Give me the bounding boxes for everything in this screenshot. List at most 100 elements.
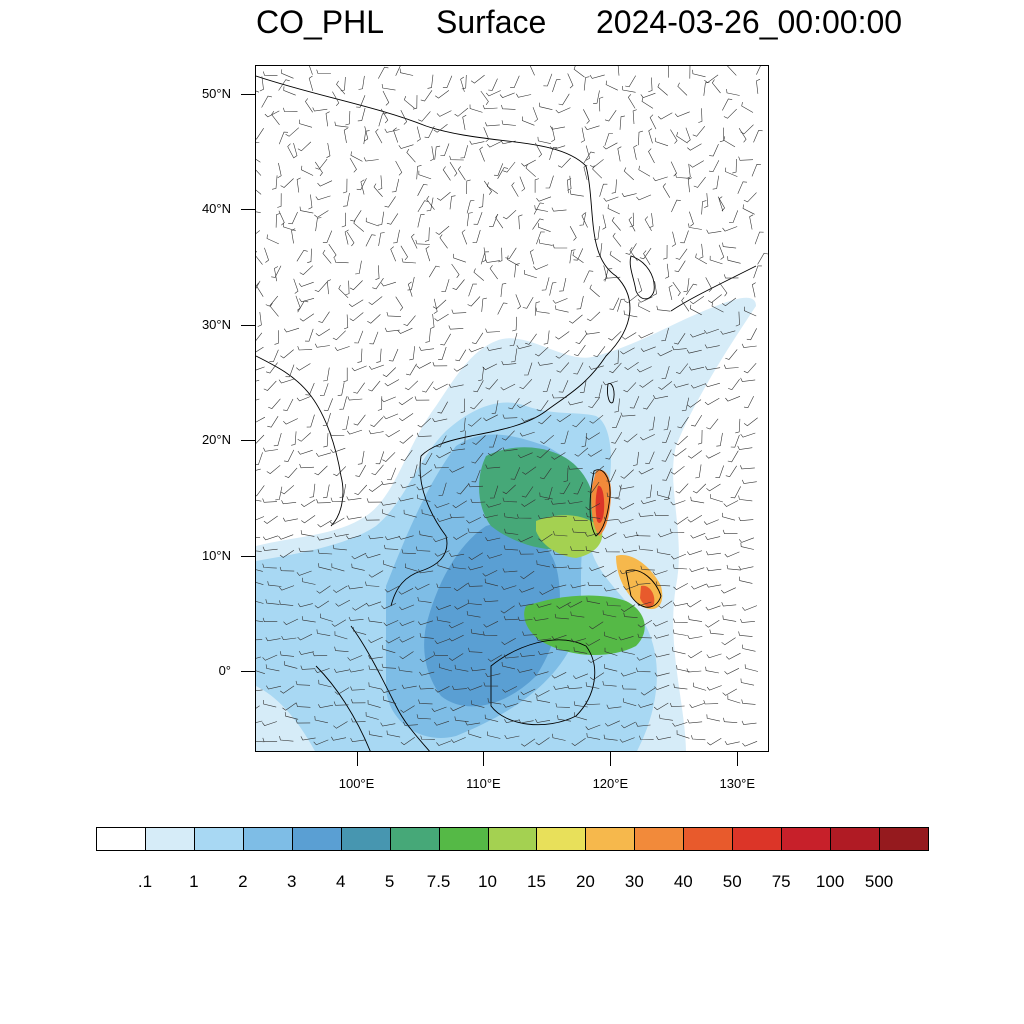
wind-barb (637, 633, 653, 639)
wind-barb (354, 330, 364, 344)
wind-barb (705, 666, 719, 674)
lon-tick-mark (610, 752, 612, 766)
wind-barb (604, 720, 620, 727)
wind-barb (573, 481, 584, 495)
wind-barb (434, 638, 450, 644)
wind-barb (533, 616, 549, 621)
wind-barb (436, 616, 451, 623)
wind-barb (426, 197, 434, 212)
wind-barb (498, 247, 503, 263)
wind-barb (621, 721, 636, 729)
wind-barb (455, 349, 467, 362)
wind-barb (533, 202, 545, 215)
wind-barb (448, 653, 464, 661)
wind-barb (331, 736, 347, 741)
wind-barb (619, 115, 625, 130)
wind-barb (636, 194, 652, 201)
wind-barb (486, 141, 502, 148)
wind-barb (434, 503, 450, 509)
wind-barb (532, 107, 538, 123)
wind-barb (621, 548, 637, 553)
wind-barb (727, 256, 741, 264)
wind-barb (480, 90, 489, 105)
wind-barb (432, 537, 448, 543)
wind-barb (501, 120, 516, 126)
coast-taiwan (607, 383, 615, 404)
wind-barb (316, 585, 331, 594)
wind-barb (604, 110, 617, 122)
wind-barb (386, 213, 399, 225)
wind-barb (450, 446, 466, 451)
wind-barb (297, 346, 313, 351)
wind-barb (295, 719, 311, 724)
wind-barb (467, 296, 481, 307)
wind-barb (689, 160, 704, 168)
wind-barb (668, 284, 673, 300)
wind-barb (521, 116, 535, 126)
wind-barb (470, 399, 483, 410)
wind-barb (690, 533, 706, 539)
wind-barb (657, 532, 673, 538)
wind-barb (655, 137, 669, 147)
wind-barb (439, 663, 453, 672)
wind-barb (313, 739, 329, 746)
wind-barb (256, 452, 263, 465)
wind-barb (521, 738, 536, 747)
wind-barb (500, 605, 515, 614)
wind-barb (537, 361, 553, 366)
wind-barb (468, 647, 483, 653)
wind-barb (448, 634, 464, 642)
wind-barb (646, 484, 653, 499)
wind-barb (671, 345, 687, 351)
wind-barb (632, 109, 637, 125)
wind-barb (510, 348, 518, 363)
wind-barb (673, 333, 686, 345)
wind-barb (418, 685, 434, 690)
wind-barb (441, 279, 450, 292)
wind-barb (681, 397, 690, 412)
plume-hotspot-luzon-core (595, 485, 605, 523)
wind-barb (693, 176, 706, 188)
coast-india-burma (256, 355, 344, 527)
wind-barb (540, 434, 554, 444)
wind-barb (687, 650, 703, 659)
wind-barb (325, 111, 330, 127)
wind-barb (399, 636, 415, 643)
wind-barb (724, 740, 740, 745)
wind-barb (261, 721, 277, 726)
wind-barb (606, 704, 622, 709)
wind-barb (467, 599, 482, 606)
wind-barb (489, 214, 498, 227)
wind-barb (356, 178, 367, 191)
wind-barb (500, 283, 507, 298)
wind-barb (640, 92, 656, 98)
wind-barb (344, 229, 349, 245)
wind-barb (400, 449, 413, 461)
wind-barb (665, 263, 670, 279)
wind-barb (432, 418, 448, 423)
wind-barb (649, 213, 654, 228)
colorbar-label: 75 (771, 872, 791, 891)
wind-barb (510, 467, 521, 480)
colorbar-swatch (193, 827, 244, 851)
colorbar-label: 3 (287, 872, 297, 891)
wind-barb (722, 688, 738, 696)
wind-barb (586, 597, 601, 604)
wind-barb (503, 545, 519, 551)
colorbar-swatch (683, 827, 734, 851)
wind-barb (521, 486, 534, 498)
wind-barb (649, 114, 657, 130)
wind-barb (715, 465, 724, 479)
wind-barb (551, 672, 567, 679)
wind-barb (589, 159, 604, 168)
wind-barb (306, 414, 315, 428)
wind-barb (657, 83, 668, 96)
wind-barb (343, 192, 350, 207)
colorbar-label: 2 (238, 872, 248, 891)
wind-barb (588, 397, 601, 409)
wind-barb (706, 685, 722, 691)
lat-tick-mark (241, 671, 255, 673)
wind-barb (434, 464, 449, 469)
wind-barb (435, 90, 450, 99)
wind-barb (505, 247, 517, 260)
